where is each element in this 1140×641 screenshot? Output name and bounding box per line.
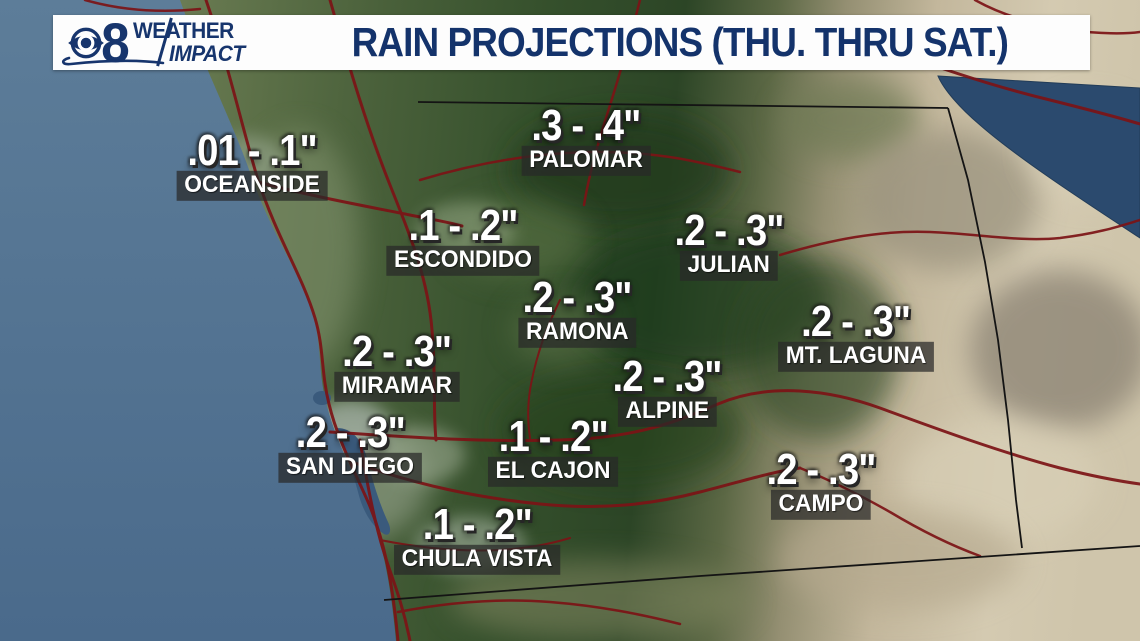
logo-swoosh: [61, 56, 165, 66]
brand-text: WEATHER IMPACT: [133, 17, 249, 67]
city-name: ALPINE: [617, 396, 717, 428]
city-name: OCEANSIDE: [176, 170, 328, 202]
borders: [383, 101, 1140, 601]
city-name: MT. LAGUNA: [778, 341, 934, 373]
rain-label-alpine: .2 - .3" ALPINE: [604, 351, 729, 428]
rain-value: .2 - .3": [295, 407, 405, 457]
county-border-east: [947, 107, 1023, 549]
city-name: SAN DIEGO: [278, 452, 422, 484]
rain-value: .2 - .3": [342, 326, 452, 376]
city-name: JULIAN: [680, 250, 778, 282]
brand-impact: IMPACT: [169, 41, 245, 66]
rain-value: .2 - .3": [766, 444, 876, 494]
rain-value: .1 - .2": [408, 200, 518, 250]
mexico-border: [383, 545, 1140, 601]
rain-value: .3 - .4": [531, 100, 641, 150]
rain-label-campo: .2 - .3" CAMPO: [758, 444, 883, 521]
county-border-north: [417, 101, 949, 109]
rain-label-el-cajon: .1 - .2" EL CAJON: [485, 411, 622, 488]
city-name: PALOMAR: [521, 145, 651, 177]
city-name: RAMONA: [518, 317, 636, 349]
city-name: ESCONDIDO: [386, 245, 540, 277]
cbs8-weather-impact-logo: 8 WEATHER IMPACT: [53, 14, 311, 70]
rain-label-chula-vista: .1 - .2" CHULA VISTA: [390, 499, 565, 576]
page-title: RAIN PROJECTIONS (THU. THRU SAT.): [351, 19, 1009, 65]
rain-value: .01 - .1": [187, 125, 317, 175]
city-name: CAMPO: [770, 489, 872, 521]
city-name: MIRAMAR: [334, 371, 460, 403]
rain-value: .2 - .3": [674, 205, 784, 255]
rain-label-palomar: .3 - .4" PALOMAR: [518, 100, 654, 177]
rain-label-oceanside: .01 - .1" OCEANSIDE: [173, 125, 332, 202]
rain-label-escondido: .1 - .2" ESCONDIDO: [382, 200, 543, 277]
rain-label-julian: .2 - .3" JULIAN: [666, 205, 791, 282]
rain-label-ramona: .2 - .3" RAMONA: [514, 272, 639, 349]
salton-sea: [937, 75, 1140, 239]
rain-value: .1 - .2": [422, 499, 532, 549]
rain-label-miramar: .2 - .3" MIRAMAR: [331, 326, 463, 403]
rain-value: .2 - .3": [522, 272, 632, 322]
rain-label-mt-laguna: .2 - .3" MT. LAGUNA: [774, 296, 938, 373]
rain-label-san-diego: .2 - .3" SAN DIEGO: [275, 407, 426, 484]
city-name: CHULA VISTA: [394, 544, 560, 576]
rain-value: .1 - .2": [498, 411, 608, 461]
rain-value: .2 - .3": [801, 296, 911, 346]
cbs-eye-icon: [68, 27, 104, 58]
header-banner: 8 WEATHER IMPACT RAIN PROJECTIONS (THU. …: [53, 14, 1090, 70]
brand-weather: WEATHER: [133, 18, 234, 43]
rain-value: .2 - .3": [612, 351, 722, 401]
city-name: EL CAJON: [487, 456, 619, 488]
